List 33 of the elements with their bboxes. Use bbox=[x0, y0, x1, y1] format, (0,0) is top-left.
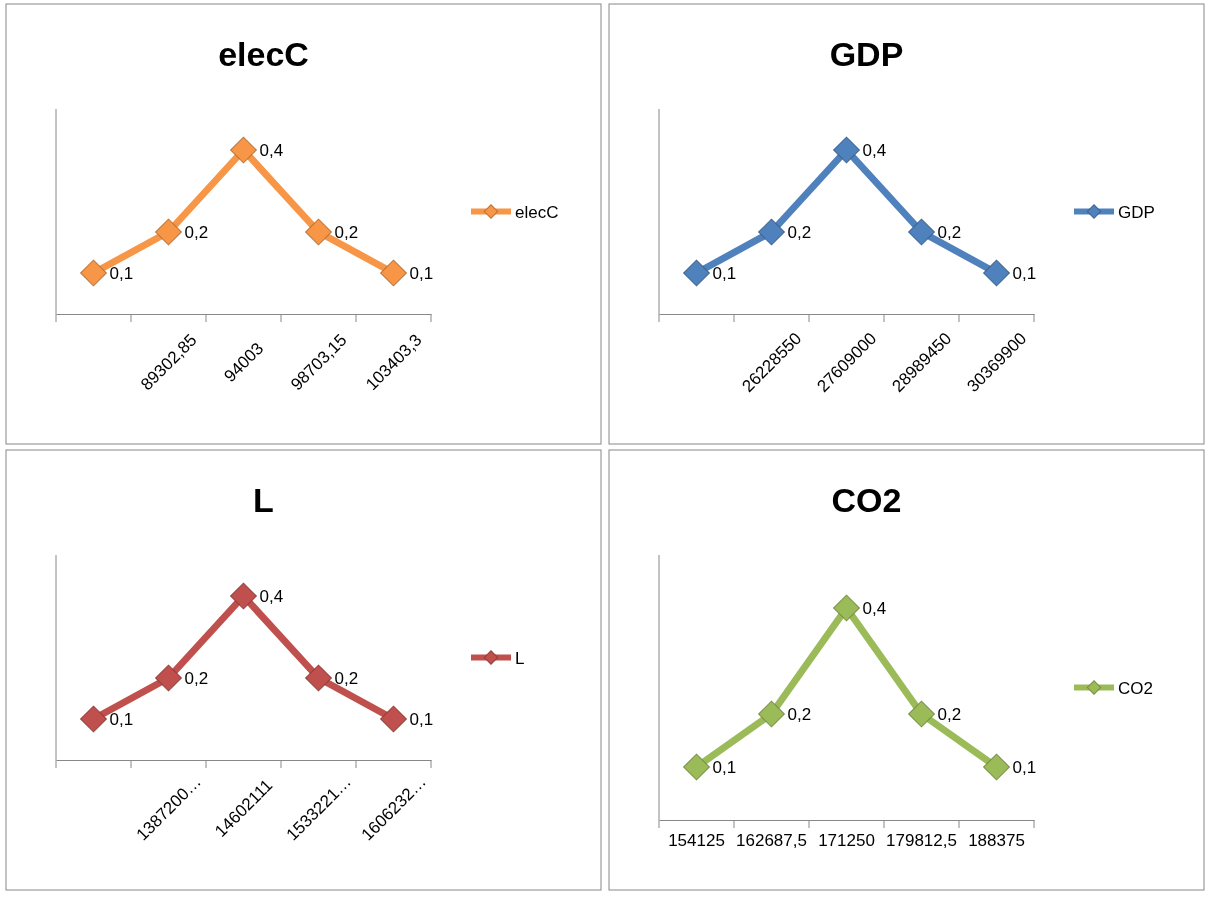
data-label: 0,2 bbox=[184, 669, 209, 688]
data-label: 0,2 bbox=[937, 223, 962, 242]
x-tick-label: 188375 bbox=[968, 831, 1025, 851]
data-label: 0,1 bbox=[712, 264, 737, 283]
chart-title: L bbox=[253, 481, 274, 519]
x-tick-label: 162687,5 bbox=[736, 831, 807, 851]
legend-label: L bbox=[515, 648, 525, 668]
chart-title: GDP bbox=[829, 35, 904, 73]
data-label: 0,1 bbox=[1012, 758, 1037, 777]
x-tick-label: 171250 bbox=[818, 831, 875, 851]
legend-label: CO2 bbox=[1118, 678, 1153, 698]
legend-label: elecC bbox=[515, 202, 559, 222]
chart-title: elecC bbox=[218, 35, 309, 73]
data-label: 0,1 bbox=[109, 264, 134, 283]
data-label: 0,4 bbox=[259, 141, 284, 160]
x-tick-label: 154125 bbox=[668, 831, 725, 851]
data-label: 0,2 bbox=[334, 669, 359, 688]
data-label: 0,2 bbox=[937, 705, 962, 724]
data-label: 0,1 bbox=[109, 710, 134, 729]
data-label: 0,4 bbox=[259, 587, 284, 606]
data-label: 0,4 bbox=[862, 141, 887, 160]
data-label: 0,2 bbox=[787, 223, 812, 242]
data-label: 0,1 bbox=[409, 710, 434, 729]
data-label: 0,1 bbox=[712, 758, 737, 777]
x-tick-label: 179812,5 bbox=[886, 831, 957, 851]
legend-label: GDP bbox=[1118, 202, 1155, 222]
data-label: 0,1 bbox=[1012, 264, 1037, 283]
data-label: 0,1 bbox=[409, 264, 434, 283]
data-label: 0,2 bbox=[787, 705, 812, 724]
data-label: 0,4 bbox=[862, 599, 887, 618]
data-label: 0,2 bbox=[334, 223, 359, 242]
data-label: 0,2 bbox=[184, 223, 209, 242]
chart-title: CO2 bbox=[831, 481, 902, 519]
